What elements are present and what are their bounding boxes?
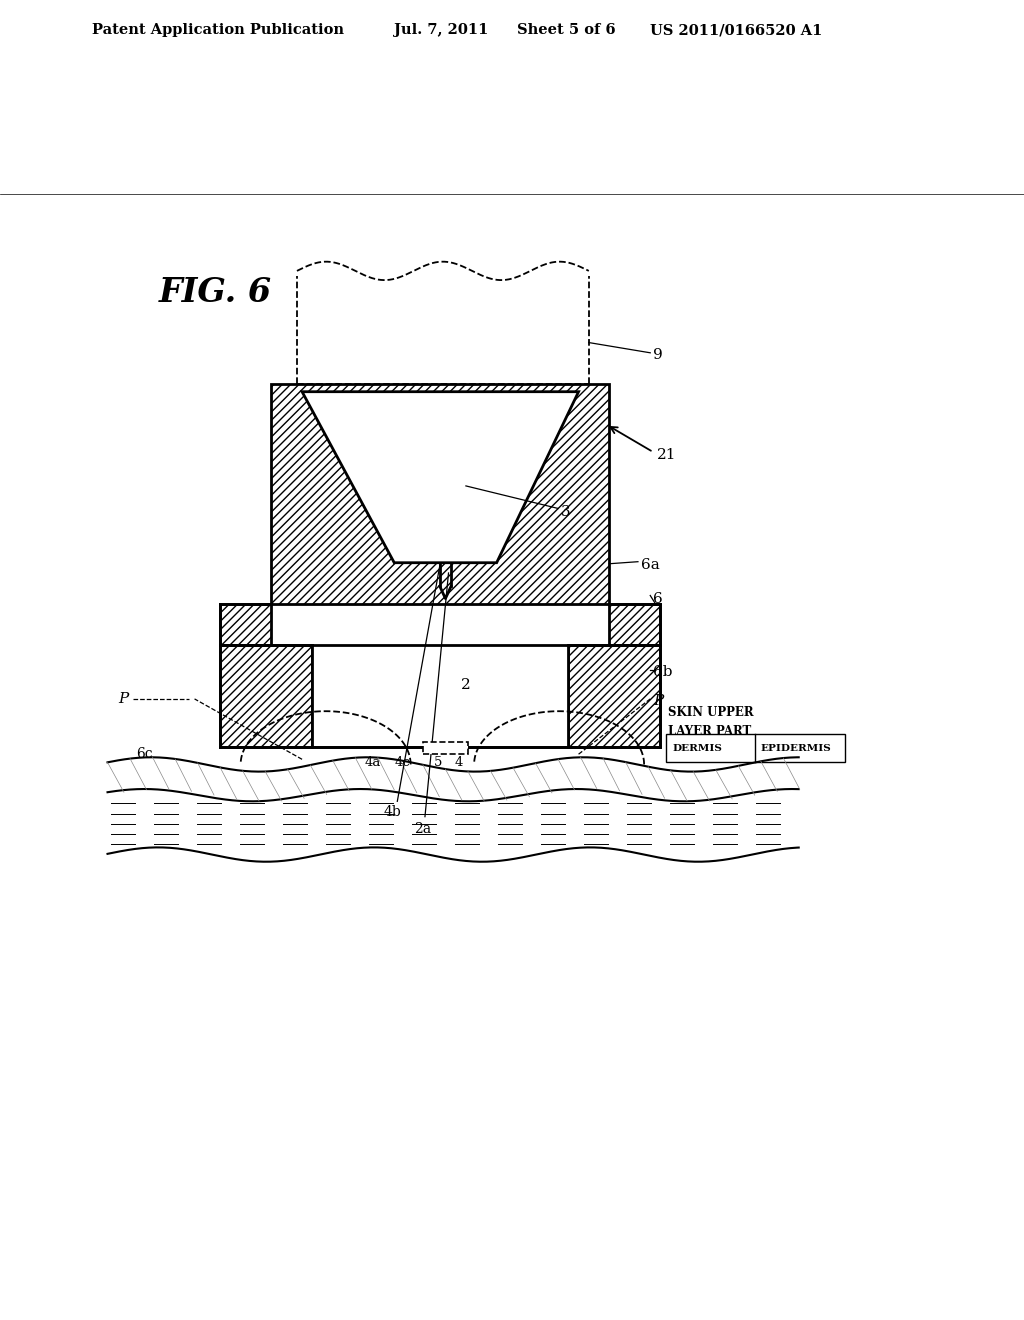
- Text: Patent Application Publication: Patent Application Publication: [92, 24, 344, 37]
- Polygon shape: [302, 392, 579, 562]
- Text: 4: 4: [455, 756, 463, 770]
- Polygon shape: [271, 384, 609, 603]
- Text: 6a: 6a: [641, 558, 659, 572]
- Polygon shape: [220, 644, 312, 747]
- Text: 2: 2: [461, 677, 471, 692]
- Bar: [666, 734, 845, 763]
- Bar: [423, 742, 468, 754]
- Polygon shape: [312, 644, 568, 747]
- Polygon shape: [568, 644, 660, 747]
- Text: Jul. 7, 2011: Jul. 7, 2011: [394, 24, 488, 37]
- Text: 4a: 4a: [365, 756, 381, 770]
- Text: P: P: [118, 692, 128, 706]
- Text: P: P: [653, 694, 664, 708]
- Polygon shape: [220, 603, 271, 644]
- Text: FIG. 6: FIG. 6: [159, 276, 271, 309]
- Text: SKIN UPPER: SKIN UPPER: [668, 706, 754, 719]
- Text: 21: 21: [657, 449, 677, 462]
- Text: 6: 6: [653, 591, 664, 606]
- Text: 3: 3: [561, 504, 570, 519]
- Text: EPIDERMIS: EPIDERMIS: [760, 743, 831, 752]
- Text: LAYER PART: LAYER PART: [668, 725, 751, 738]
- Text: 4b: 4b: [384, 805, 401, 820]
- Text: 4c: 4c: [394, 756, 410, 770]
- Text: 2a: 2a: [414, 822, 431, 836]
- Text: 6c: 6c: [136, 747, 153, 762]
- Text: 9: 9: [653, 348, 664, 362]
- Text: US 2011/0166520 A1: US 2011/0166520 A1: [650, 24, 822, 37]
- Text: 6b: 6b: [653, 665, 673, 680]
- Polygon shape: [609, 603, 660, 644]
- Text: DERMIS: DERMIS: [673, 743, 723, 752]
- Text: 5: 5: [434, 756, 442, 770]
- Text: Sheet 5 of 6: Sheet 5 of 6: [517, 24, 615, 37]
